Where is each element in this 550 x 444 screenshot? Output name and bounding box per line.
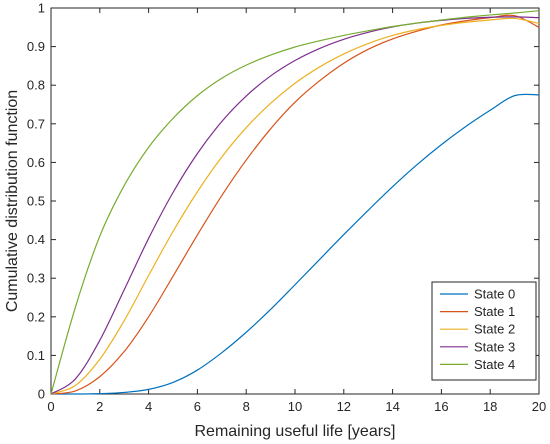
legend-label: State 4: [474, 357, 515, 372]
legend-label: State 3: [474, 339, 515, 354]
x-tick-label: 12: [337, 399, 351, 414]
y-tick-label: 0: [38, 387, 45, 402]
x-tick-label: 18: [483, 399, 497, 414]
y-tick-label: 0.2: [27, 309, 45, 324]
y-axis-title: Cumulative distribution function: [4, 90, 21, 312]
legend-label: State 0: [474, 287, 515, 302]
series-line-state-1: [50, 14, 540, 395]
x-tick-label: 0: [47, 399, 54, 414]
series-lines: [50, 10, 540, 395]
axis-ticks: [50, 7, 540, 395]
y-tick-label: 0.3: [27, 271, 45, 286]
series-line-state-3: [50, 16, 540, 395]
series-line-state-0: [50, 93, 540, 395]
y-tick-label: 0.7: [27, 116, 45, 131]
legend: State 0 State 1 State 2 State 3 State 4: [431, 281, 537, 381]
legend-box: [431, 281, 537, 381]
x-tick-label: 2: [96, 399, 103, 414]
y-tick-label: 0.6: [27, 155, 45, 170]
x-tick-label: 16: [434, 399, 448, 414]
x-tick-label: 10: [288, 399, 302, 414]
x-tick-label: 14: [385, 399, 399, 414]
y-tick-label: 0.8: [27, 78, 45, 93]
x-tick-label: 4: [145, 399, 152, 414]
y-tick-label: 0.4: [27, 232, 45, 247]
series-line-state-4: [50, 10, 540, 395]
x-tick-label: 20: [532, 399, 546, 414]
axis-tick-labels: 0 2 4 6 8 10 12 14 16 18 20 0 0.1 0.2 0.3 0.4 0.5 0.6 0.7 0…: [27, 1, 546, 415]
x-tick-label: 8: [243, 399, 250, 414]
y-tick-label: 0.5: [27, 194, 45, 209]
y-tick-label: 0.9: [27, 39, 45, 54]
series-line-state-2: [50, 17, 540, 395]
y-tick-label: 0.1: [27, 348, 45, 363]
legend-label: State 1: [474, 304, 515, 319]
x-axis-title: Remaining useful life [years]: [195, 423, 396, 440]
y-tick-label: 1: [38, 1, 45, 16]
legend-label: State 2: [474, 322, 515, 337]
x-tick-label: 6: [194, 399, 201, 414]
